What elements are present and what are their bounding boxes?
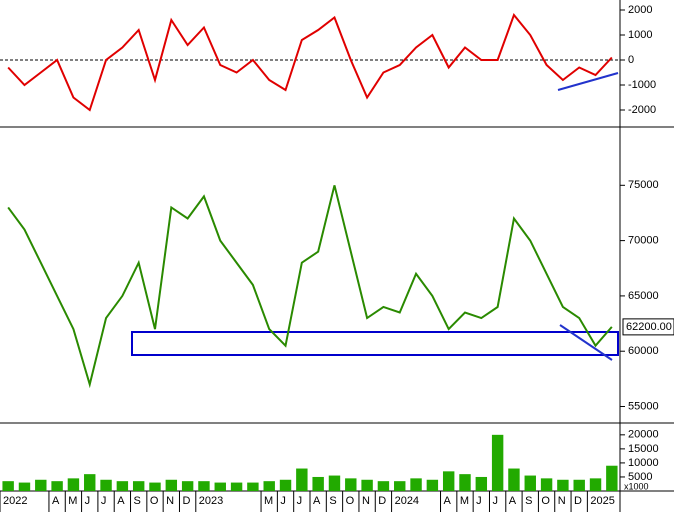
y-tick-label: 15000 [628, 443, 659, 455]
bar [442, 471, 455, 491]
bar [247, 482, 259, 491]
y-tick-label: 70000 [628, 235, 659, 247]
bar [181, 481, 194, 491]
x-tick-label: J [101, 495, 107, 507]
bar [51, 481, 63, 491]
bar [296, 468, 308, 491]
x-tick-label: A [313, 495, 321, 507]
x-tick-label: A [52, 495, 60, 507]
y-tick-label: -1000 [628, 79, 656, 91]
bar [524, 475, 536, 491]
x-tick-label: J [492, 495, 498, 507]
x-tick-label: A [509, 495, 517, 507]
x-tick-label: D [182, 495, 190, 507]
bar [263, 481, 275, 491]
bar [116, 481, 129, 491]
x-tick-label: M [68, 495, 77, 507]
x-tick-label: A [117, 495, 125, 507]
unit-label: x1000 [624, 481, 649, 491]
x-tick-label: 2023 [199, 495, 223, 507]
bar [35, 479, 47, 491]
x-tick-label: D [574, 495, 582, 507]
bar [475, 476, 488, 491]
trend-line [557, 72, 619, 91]
y-tick-label: 2000 [628, 4, 652, 16]
x-tick-label: S [134, 495, 141, 507]
x-tick-label: J [280, 495, 286, 507]
x-tick-label: S [329, 495, 336, 507]
bar [589, 478, 602, 491]
bar [377, 481, 390, 491]
support-box [131, 331, 619, 356]
x-tick-label: J [85, 495, 91, 507]
y-tick-label: 20000 [628, 429, 659, 441]
y-tick-label: 55000 [628, 400, 659, 412]
x-tick-label: M [460, 495, 469, 507]
x-tick-label: O [150, 495, 159, 507]
x-tick-label: N [166, 495, 174, 507]
x-tick-label: O [346, 495, 355, 507]
x-tick-label: 2025 [590, 495, 614, 507]
bar [230, 482, 243, 491]
bar [149, 482, 161, 491]
bar [557, 479, 569, 491]
bar [165, 479, 178, 491]
bar [361, 479, 373, 491]
bar [345, 478, 357, 491]
x-tick-label: N [362, 495, 370, 507]
x-tick-label: O [541, 495, 550, 507]
bar [67, 478, 80, 491]
y-tick-label: 5000 [628, 471, 652, 483]
y-tick-label: 60000 [628, 345, 659, 357]
x-tick-label: J [476, 495, 482, 507]
bar [214, 482, 226, 491]
last-price-box [622, 318, 674, 336]
x-tick-label: J [297, 495, 303, 507]
bar [100, 479, 112, 491]
x-tick-label: S [525, 495, 532, 507]
bar [426, 479, 439, 491]
bar [394, 481, 406, 491]
y-tick-label: -2000 [628, 104, 656, 116]
x-tick-label: M [264, 495, 273, 507]
bar [18, 482, 31, 491]
last-price-label: 62200.00 [626, 321, 672, 333]
x-tick-label: N [558, 495, 566, 507]
y-tick-label: 1000 [628, 29, 652, 41]
x-tick-label: 2022 [3, 495, 27, 507]
trend-line [559, 324, 613, 361]
bar [132, 481, 145, 491]
bar [328, 475, 341, 491]
bar [198, 481, 210, 491]
bar [2, 481, 14, 491]
x-tick-label: D [378, 495, 386, 507]
bar [312, 476, 324, 491]
y-tick-label: 65000 [628, 290, 659, 302]
bar [459, 474, 471, 491]
bar [491, 434, 504, 491]
bar [540, 478, 553, 491]
bar [410, 478, 422, 491]
y-tick-label: 10000 [628, 457, 659, 469]
line [7, 13, 613, 112]
bar [84, 474, 96, 491]
bar [606, 465, 618, 491]
y-tick-label: 75000 [628, 179, 659, 191]
y-tick-label: 0 [628, 54, 634, 66]
bar [508, 468, 520, 491]
x-tick-label: 2024 [395, 495, 419, 507]
line [7, 185, 613, 389]
bar [279, 479, 292, 491]
x-tick-label: A [444, 495, 452, 507]
bar [573, 479, 585, 491]
